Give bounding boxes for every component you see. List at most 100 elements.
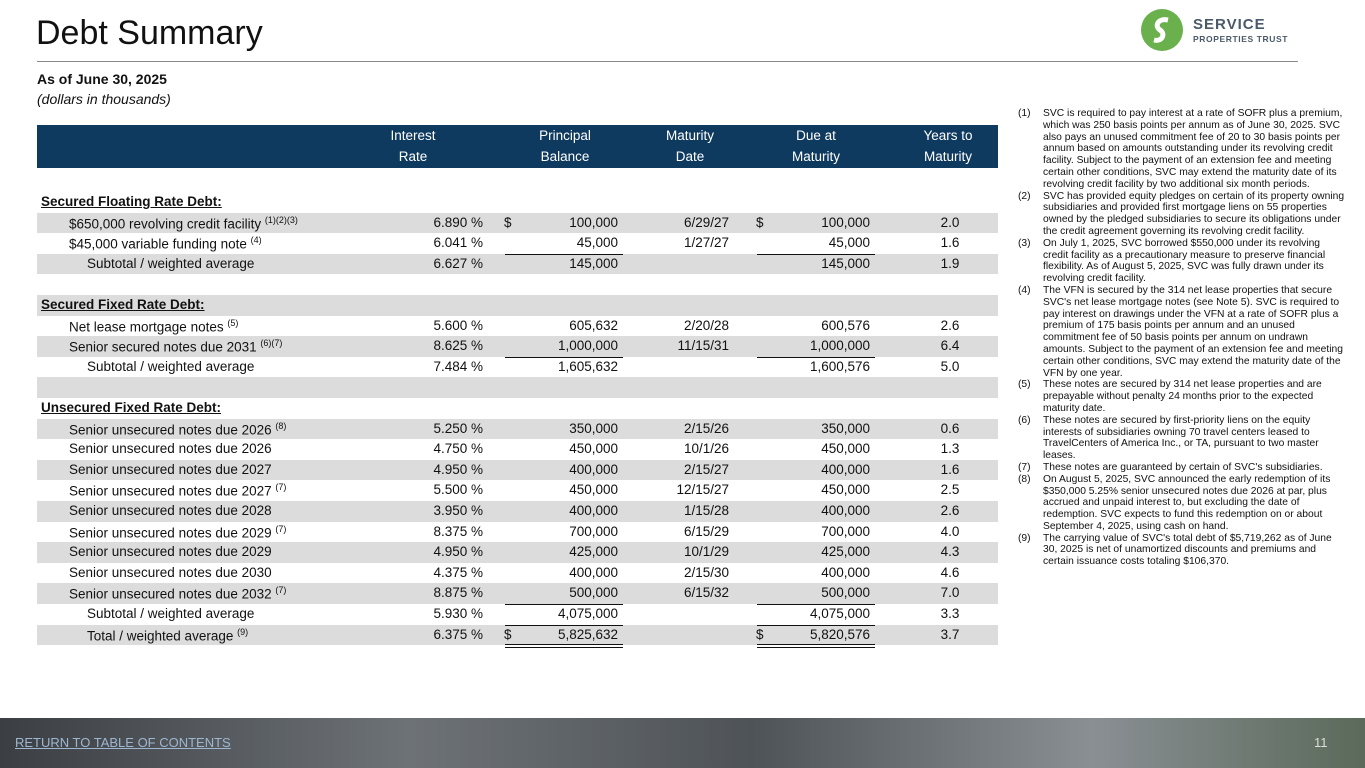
- years-to-maturity: 7.0: [940, 585, 960, 601]
- footnote-ref: (9): [237, 626, 249, 637]
- units-note: (dollars in thousands): [37, 91, 171, 107]
- logo-mark: [1141, 9, 1183, 51]
- column-header: Rate: [398, 149, 428, 164]
- maturity-date: 12/15/27: [676, 482, 729, 498]
- table-row: Subtotal / weighted average 5.930 % 4,075,…: [37, 604, 998, 625]
- footnote-marker: (8): [1018, 473, 1031, 485]
- principal: 350,000: [569, 420, 618, 436]
- table-row: Senior unsecured notes due 2032 (7) 8.875…: [37, 583, 998, 604]
- table-row: Net lease mortgage notes (5) 5.600 % 605,6…: [37, 316, 998, 337]
- years-to-maturity: 2.0: [940, 214, 960, 230]
- maturity-date: 6/29/27: [683, 214, 729, 230]
- interest-rate: 6.890 %: [433, 214, 483, 230]
- footnote: (7) These notes are guaranteed by certain…: [1018, 462, 1348, 474]
- subtotal-rule: [757, 253, 875, 255]
- row-label: Subtotal / weighted average: [87, 358, 255, 374]
- footnote: (4) The VFN is secured by the 314 net lea…: [1018, 285, 1348, 379]
- footnote-text: These notes are secured by first-priorit…: [1043, 414, 1319, 462]
- years-to-maturity: 1.6: [940, 235, 960, 251]
- row-label: Senior unsecured notes due 2029 (7): [69, 523, 287, 541]
- row-label: $45,000 variable funding note (4): [69, 235, 262, 252]
- due-at-maturity: 700,000: [821, 523, 870, 539]
- due-at-maturity: 45,000: [828, 235, 870, 251]
- column-header: Maturity: [665, 128, 714, 143]
- row-label: Senior unsecured notes due 2030: [69, 564, 272, 580]
- due-at-maturity: 1,600,576: [809, 358, 870, 374]
- table-row: Subtotal / weighted average 6.627 % 145,00…: [37, 253, 998, 275]
- currency: $: [756, 214, 764, 230]
- subtitle: As of June 30, 2025: [37, 71, 167, 87]
- interest-rate: 8.625 %: [433, 338, 483, 354]
- section-heading: Secured Fixed Rate Debt:: [41, 297, 205, 312]
- total-double-rule: [505, 644, 623, 649]
- total-double-rule: [757, 644, 875, 649]
- years-to-maturity: 1.9: [940, 255, 960, 271]
- page-number: 11: [1314, 735, 1328, 750]
- footer-band: [0, 718, 1365, 768]
- years-to-maturity: 1.3: [940, 441, 960, 457]
- years-to-maturity: 0.6: [940, 420, 960, 436]
- row-label: Senior unsecured notes due 2027 (7): [69, 482, 287, 499]
- principal: 145,000: [569, 255, 618, 271]
- table-row: Secured Fixed Rate Debt:: [37, 295, 998, 316]
- column-header: Balance: [540, 149, 590, 164]
- row-label: Senior secured notes due 2031 (6)(7): [69, 338, 283, 355]
- footnote-text: On August 5, 2025, SVC announced the ear…: [1043, 473, 1331, 532]
- column-header: Interest: [390, 128, 436, 143]
- maturity-date: 10/1/29: [683, 544, 729, 560]
- interest-rate: 5.600 %: [433, 317, 483, 333]
- interest-rate: 6.375 %: [433, 626, 483, 642]
- footnote-text: The VFN is secured by the 314 net lease …: [1043, 284, 1343, 379]
- title-rule: [37, 61, 1298, 62]
- principal: 605,632: [569, 317, 618, 333]
- table-row: Senior unsecured notes due 2027 4.950 % 40…: [37, 459, 998, 481]
- table-row: Senior unsecured notes due 2030 4.375 % 40…: [37, 563, 998, 584]
- interest-rate: 4.750 %: [433, 441, 483, 457]
- interest-rate: 7.484 %: [433, 358, 483, 374]
- principal: 500,000: [569, 585, 618, 601]
- principal: 400,000: [569, 564, 618, 580]
- footnote: (9) The carrying value of SVC's total deb…: [1018, 533, 1348, 568]
- table-row: Senior unsecured notes due 2028 3.950 % 40…: [37, 501, 998, 522]
- footnote-text: These notes are guaranteed by certain of…: [1043, 461, 1323, 473]
- table-row: [37, 274, 998, 295]
- interest-rate: 4.375 %: [433, 564, 483, 580]
- footnote-marker: (1): [1018, 108, 1031, 119]
- currency: $: [504, 626, 512, 642]
- years-to-maturity: 3.7: [940, 626, 960, 642]
- due-at-maturity: 400,000: [821, 461, 870, 477]
- footnote-ref: (1)(2)(3): [264, 214, 298, 225]
- interest-rate: 3.950 %: [433, 503, 483, 518]
- total-rule: [757, 624, 875, 626]
- row-label: Senior unsecured notes due 2027: [69, 461, 272, 477]
- footnote-ref: (7): [275, 585, 287, 596]
- footnote-text: The carrying value of SVC's total debt o…: [1043, 532, 1332, 568]
- total-rule: [505, 624, 623, 626]
- maturity-date: 6/15/29: [683, 523, 729, 539]
- interest-rate: 6.041 %: [433, 235, 483, 251]
- principal: 1,605,632: [557, 358, 618, 374]
- maturity-date: 2/20/28: [683, 317, 729, 333]
- column-header: Years to: [923, 128, 973, 143]
- table-row: [37, 377, 998, 398]
- due-at-maturity: 4,075,000: [809, 606, 870, 621]
- row-label: Senior unsecured notes due 2026: [69, 441, 272, 457]
- principal: 425,000: [569, 544, 618, 560]
- table-row: Senior unsecured notes due 2029 4.950 % 42…: [37, 542, 998, 563]
- table-row: Senior secured notes due 2031 (6)(7) 8.62…: [37, 336, 998, 357]
- toc-link[interactable]: RETURN TO TABLE OF CONTENTS: [15, 735, 231, 750]
- table-row: Senior unsecured notes due 2026 4.750 % 45…: [37, 439, 998, 460]
- years-to-maturity: 1.6: [940, 461, 960, 477]
- maturity-date: 2/15/27: [683, 461, 729, 477]
- row-label: Senior unsecured notes due 2026 (8): [69, 420, 287, 438]
- principal: 400,000: [569, 461, 618, 477]
- footnote: (1) SVC is required to pay interest at a …: [1018, 108, 1348, 191]
- footnote: (6) These notes are secured by first-prio…: [1018, 415, 1348, 462]
- principal: 1,000,000: [557, 338, 618, 354]
- table-row: Secured Floating Rate Debt:: [37, 192, 998, 213]
- column-header: Date: [675, 149, 705, 164]
- footnote-text: SVC is required to pay interest at a rat…: [1043, 108, 1343, 190]
- due-at-maturity: 100,000: [821, 214, 870, 230]
- row-label: $650,000 revolving credit facility (1)(2…: [69, 214, 298, 232]
- maturity-date: 11/15/31: [677, 338, 729, 354]
